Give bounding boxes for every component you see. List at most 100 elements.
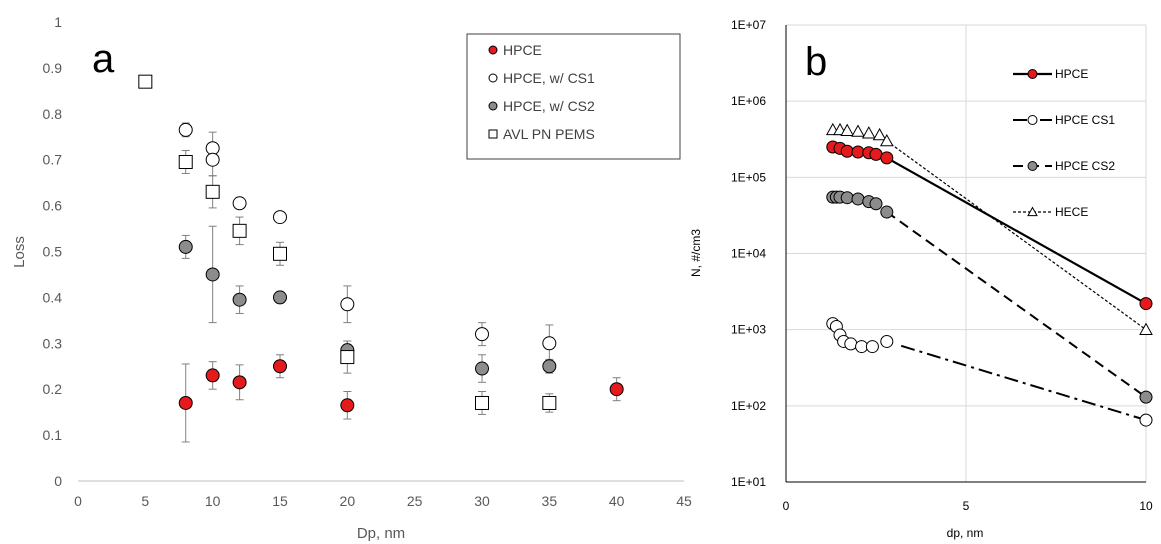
chart-a-point-3-7	[542, 395, 557, 410]
chart-a-x-tick-label: 10	[205, 493, 221, 509]
chart-a-point-2-5	[475, 361, 489, 376]
chart-a-x-label: Dp, nm	[357, 525, 405, 542]
chart-a-y-tick-label: 1	[54, 14, 62, 30]
chart-a-legend-label-1: HPCE, w/ CS1	[503, 70, 595, 86]
chart-b-point-0-2	[840, 144, 854, 158]
chart-b-y-tick-label: 1E+05	[731, 170, 766, 184]
chart-a-point-3-6	[475, 395, 489, 410]
chart-a-y-tick-label: 0	[54, 473, 62, 489]
chart-b-legend-marker-1	[1027, 115, 1038, 125]
chart-a-point-3-1	[178, 154, 193, 169]
chart-b-panel-label: b	[805, 40, 827, 84]
chart-a-legend-marker-1	[488, 73, 498, 83]
chart-b-y-tick-label: 1E+04	[731, 247, 766, 261]
chart-a-y-tick-label: 0.1	[43, 427, 63, 443]
chart-b-legend-label-1: HPCE CS1	[1055, 113, 1115, 127]
chart-a-y-tick-label: 0.2	[43, 381, 63, 397]
chart-b-point-3-2	[840, 123, 855, 136]
chart-b-point-3-3	[851, 124, 865, 137]
chart-b-point-3-5	[872, 127, 887, 141]
chart-a-point-3-4	[273, 246, 287, 261]
chart-a-point-0-1	[205, 368, 220, 383]
chart-a-x-tick-label: 25	[407, 493, 423, 509]
chart-a-point-0-3	[273, 359, 287, 374]
chart-b-point-1-8	[1139, 413, 1153, 427]
chart-b-point-1-7	[880, 334, 894, 348]
chart-b-y-label: N, #/cm3	[689, 229, 703, 277]
chart-a-y-tick-label: 0.6	[43, 198, 63, 214]
chart-b-legend-marker-3	[1027, 206, 1038, 217]
chart-b-series-line-3	[886, 140, 1147, 331]
chart-a-x-tick-label: 30	[474, 493, 490, 509]
chart-a-y-ticks: 0 0.1 0.2 0.3 0.4 0.5 0.6 0.7 0.8 0.9 1	[43, 14, 63, 489]
chart-b-legend-label-3: HECE	[1055, 205, 1088, 219]
chart-a-x-tick-label: 40	[609, 493, 625, 509]
chart-b-series-line-0	[886, 156, 1147, 305]
chart-b-point-0-5	[869, 147, 883, 161]
chart-a-point-1-0	[178, 122, 193, 137]
chart-b-y-tick-label: 1E+07	[731, 18, 766, 32]
chart-b-point-1-4	[844, 337, 858, 351]
chart-b: 1E+01 1E+02 1E+03 1E+04 1E+05 1E+06 1E+07 0 5 10…	[689, 18, 1153, 540]
chart-b-y-tick-label: 1E+01	[731, 475, 766, 489]
chart-b-point-1-5	[855, 340, 869, 354]
chart-b-point-2-4	[851, 192, 865, 206]
chart-a-y-tick-label: 0.5	[43, 244, 63, 260]
chart-a-point-2-1	[205, 267, 220, 282]
chart-a-point-1-2	[205, 152, 220, 167]
chart-a-point-1-6	[475, 327, 489, 342]
chart-a-x-tick-label: 45	[676, 493, 692, 509]
chart-b-legend-marker-2	[1027, 161, 1038, 171]
chart-a-point-1-5	[340, 297, 355, 312]
chart-b-legend: HPCE HPCE CS1 HPCE CS2 HECE	[1013, 67, 1115, 219]
chart-a-legend-box	[466, 33, 681, 160]
chart-a-point-3-3	[232, 223, 247, 238]
chart-a-legend-label-0: HPCE	[503, 42, 542, 58]
chart-b-x-tick-label: 10	[1139, 499, 1153, 513]
chart-a-y-tick-label: 0.8	[43, 106, 63, 122]
chart-a-point-0-4	[340, 398, 355, 413]
chart-a-legend-label-3: AVL PN PEMS	[503, 126, 595, 142]
chart-a-legend-marker-2	[488, 101, 498, 111]
chart-b-point-2-3	[840, 191, 854, 205]
chart-a-point-2-3	[273, 290, 287, 305]
chart-a-x-tick-label: 20	[340, 493, 356, 509]
chart-b-point-2-8	[1139, 390, 1153, 404]
chart-b-point-3-7	[1139, 322, 1153, 335]
chart-a-point-0-5	[609, 382, 624, 397]
chart-b-point-0-7	[1139, 297, 1153, 311]
chart-a-x-ticks: 0 5 10 15 20 25 30 35 40 45	[74, 493, 692, 509]
chart-a: 0 0.1 0.2 0.3 0.4 0.5 0.6 0.7 0.8 0.9 1 0 5 10 15 20 25…	[11, 14, 692, 542]
chart-a-y-label: Loss	[11, 236, 28, 268]
chart-a-y-tick-label: 0.3	[43, 335, 63, 351]
chart-a-point-0-2	[232, 375, 247, 390]
chart-a-x-tick-label: 15	[272, 493, 288, 509]
chart-a-x-tick-label: 0	[74, 493, 82, 509]
chart-b-series-line-1	[900, 344, 1147, 422]
chart-b-legend-label-2: HPCE CS2	[1055, 159, 1115, 173]
chart-a-x-tick-label: 35	[542, 493, 558, 509]
chart-b-series-line-2	[886, 211, 1147, 398]
chart-a-legend-label-2: HPCE, w/ CS2	[503, 98, 595, 114]
chart-a-point-3-5	[340, 350, 355, 365]
chart-a-legend: HPCE HPCE, w/ CS1 HPCE, w/ CS2 AVL PN PEMS	[466, 33, 681, 160]
chart-b-x-label: dp, nm	[947, 526, 984, 540]
chart-b-point-3-4	[861, 126, 876, 139]
chart-a-point-1-7	[542, 336, 557, 351]
chart-a-panel-label: a	[92, 37, 115, 81]
chart-a-point-0-0	[178, 395, 193, 410]
chart-a-y-tick-label: 0.4	[43, 289, 63, 305]
chart-b-point-2-7	[880, 205, 894, 219]
chart-a-legend-marker-3	[488, 129, 498, 139]
chart-a-marks	[138, 74, 624, 443]
chart-b-point-3-6	[879, 133, 894, 147]
chart-b-y-tick-label: 1E+02	[731, 399, 766, 413]
chart-b-legend-label-0: HPCE	[1055, 67, 1088, 81]
chart-b-y-ticks: 1E+01 1E+02 1E+03 1E+04 1E+05 1E+06 1E+07	[731, 18, 766, 489]
chart-a-point-1-3	[232, 196, 247, 211]
chart-a-x-tick-label: 5	[141, 493, 149, 509]
chart-b-x-tick-label: 0	[783, 499, 790, 513]
chart-a-y-tick-label: 0.7	[43, 152, 63, 168]
chart-a-point-3-2	[205, 184, 220, 199]
chart-b-point-2-6	[869, 197, 883, 211]
